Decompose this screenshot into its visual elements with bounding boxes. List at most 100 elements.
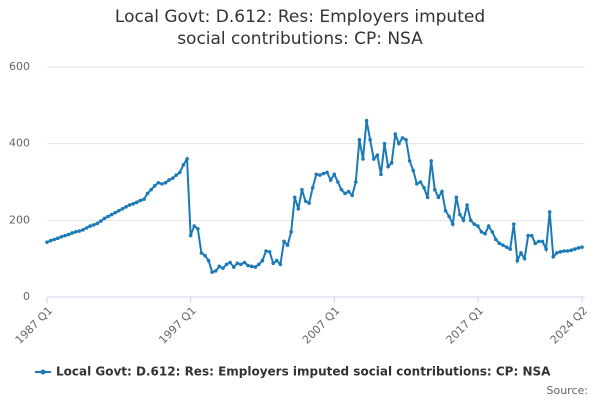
point	[353, 180, 358, 184]
point	[66, 232, 71, 237]
point	[174, 173, 179, 177]
x-tick-label: 2017 Q1	[444, 304, 487, 347]
point	[551, 254, 556, 259]
point	[415, 182, 419, 186]
point	[529, 233, 534, 238]
point	[569, 248, 574, 253]
point	[149, 187, 153, 192]
point	[508, 247, 512, 251]
point	[479, 230, 484, 234]
point	[260, 258, 265, 263]
point	[249, 264, 254, 269]
point	[188, 233, 193, 238]
point	[486, 224, 491, 228]
point	[382, 141, 387, 146]
point	[81, 228, 85, 232]
point	[160, 182, 164, 186]
point	[77, 229, 82, 233]
point	[292, 195, 297, 200]
point	[407, 159, 412, 163]
point	[537, 239, 541, 244]
legend-marker	[40, 369, 46, 375]
point	[346, 189, 351, 194]
point	[109, 212, 114, 217]
point	[397, 141, 401, 146]
point	[52, 237, 56, 242]
point	[73, 230, 78, 234]
point	[120, 207, 125, 211]
point	[127, 203, 132, 207]
point	[296, 207, 301, 211]
point	[411, 168, 416, 173]
point	[533, 241, 538, 246]
point	[117, 208, 121, 213]
point	[285, 243, 290, 248]
point	[99, 219, 103, 223]
point	[239, 262, 243, 267]
point	[379, 172, 383, 177]
point	[375, 153, 380, 157]
point	[501, 243, 505, 248]
point	[321, 171, 326, 176]
point	[267, 249, 272, 254]
point	[235, 261, 240, 266]
point	[472, 222, 477, 226]
point	[454, 195, 459, 200]
point	[364, 118, 369, 123]
point	[282, 239, 286, 244]
point	[199, 251, 204, 255]
point	[558, 249, 563, 254]
point	[343, 191, 347, 196]
point	[555, 251, 559, 255]
point	[203, 253, 207, 258]
point	[422, 185, 426, 190]
x-tick-label: 2007 Q1	[300, 304, 343, 347]
point	[576, 246, 581, 250]
point	[519, 251, 523, 255]
point	[145, 191, 150, 196]
point	[393, 132, 398, 136]
point	[206, 258, 211, 263]
point	[497, 241, 502, 246]
point	[210, 270, 214, 274]
point	[178, 170, 182, 175]
point	[246, 263, 250, 268]
point	[580, 245, 584, 249]
x-tick-label: 1997 Q1	[156, 304, 199, 347]
point	[540, 239, 545, 244]
point	[156, 180, 161, 185]
point	[221, 266, 225, 271]
point	[59, 235, 64, 239]
point	[332, 172, 337, 177]
point	[196, 226, 200, 231]
point	[461, 218, 466, 223]
legend-label: Local Govt: D.612: Res: Employers impute…	[56, 365, 551, 379]
point	[213, 269, 218, 273]
point	[113, 210, 118, 215]
point	[476, 224, 480, 228]
point	[328, 178, 333, 182]
point	[547, 210, 552, 214]
point	[152, 184, 157, 188]
y-tick-label: 200	[9, 213, 30, 226]
x-tick-label: 2024 Q2	[548, 304, 591, 347]
point	[274, 258, 279, 263]
point	[386, 164, 390, 169]
point	[163, 180, 168, 185]
point	[138, 198, 143, 203]
point	[48, 238, 53, 243]
point	[494, 237, 498, 242]
point	[70, 231, 74, 235]
point	[231, 265, 236, 269]
point	[314, 172, 319, 177]
point	[124, 205, 128, 209]
chart-title: Local Govt: D.612: Res: Employers impute…	[114, 7, 486, 49]
point	[192, 224, 197, 228]
point	[458, 212, 462, 217]
point	[418, 180, 423, 184]
point	[84, 226, 89, 230]
point	[425, 195, 430, 200]
point	[181, 162, 186, 167]
